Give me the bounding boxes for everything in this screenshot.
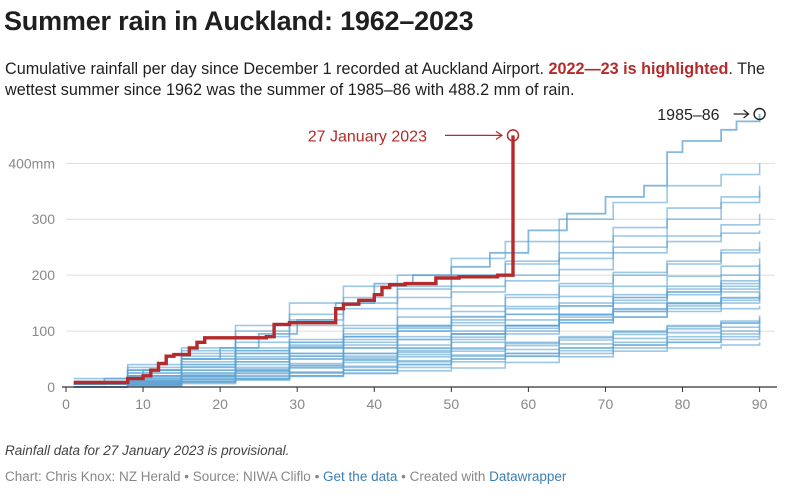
highlighted-series-group: [73, 135, 515, 385]
highlighted-series-line: [73, 135, 515, 385]
chart-title: Summer rain in Auckland: 1962–2023: [4, 6, 474, 36]
x-tick-label: 90: [752, 396, 768, 412]
x-tick-label: 30: [289, 396, 305, 412]
chart-description: Cumulative rainfall per day since Decemb…: [5, 59, 795, 101]
background-series-line: [73, 342, 761, 388]
x-tick-label: 10: [135, 396, 151, 412]
x-axis: 0 10 20 30 40 50 60 70 80 90: [62, 386, 777, 412]
background-series-group: [73, 163, 761, 388]
byline-prefix: Chart: Chris Knox: NZ Herald • Source: N…: [5, 469, 324, 484]
background-series-line: [73, 278, 761, 380]
description-highlight: 2022—23 is highlighted: [548, 60, 729, 78]
annotation-circle-2023: [506, 129, 520, 142]
background-series-line: [73, 241, 761, 385]
y-tick-label: 0: [47, 379, 55, 395]
x-tick-label: 70: [598, 396, 614, 412]
background-series-line: [73, 321, 761, 388]
annotations: 27 January 2023 1985–86: [308, 107, 766, 145]
x-tick-label: 80: [675, 396, 691, 412]
y-tick-label: 100: [32, 323, 56, 339]
background-series-line: [73, 185, 761, 388]
x-tick-label: 60: [521, 396, 537, 412]
annotation-label-1985: 1985–86: [657, 107, 719, 124]
get-the-data-link[interactable]: Get the data: [323, 469, 398, 484]
background-series-line: [73, 305, 761, 388]
y-tick-label: 300: [32, 211, 56, 227]
annotation-circle-1985: [753, 107, 766, 121]
x-tick-label: 40: [366, 396, 382, 412]
background-series-line: [73, 258, 761, 388]
annotation-label-2023: 27 January 2023: [308, 128, 427, 145]
wettest-series-line: [73, 114, 761, 386]
rainfall-chart: 0 100 200 300 400mm 0 10 20 30 40 50 60 70 80 90 27 J…: [8, 107, 777, 412]
y-tick-label: 400mm: [8, 155, 55, 171]
provisional-note: Rainfall data for 27 January 2023 is pro…: [5, 443, 290, 458]
wettest-series-group: [73, 114, 761, 386]
description-text-end: . The wettest summer since 1962 was the …: [5, 60, 765, 99]
arrowhead-2023: [495, 130, 504, 140]
background-series-line: [73, 191, 761, 388]
x-tick-label: 20: [212, 396, 228, 412]
description-text: Cumulative rainfall per day since Decemb…: [5, 60, 549, 78]
arrowhead-1985: [743, 109, 750, 119]
y-tick-label: 200: [32, 267, 56, 283]
byline: Chart: Chris Knox: NZ Herald • Source: N…: [5, 469, 566, 484]
x-tick-label: 50: [444, 396, 460, 412]
x-tick-label: 0: [62, 396, 70, 412]
y-axis-ticks: 0 100 200 300 400mm: [8, 155, 55, 395]
byline-mid: • Created with: [397, 469, 490, 484]
datawrapper-link[interactable]: Datawrapper: [489, 469, 567, 484]
background-series-line: [73, 292, 761, 388]
